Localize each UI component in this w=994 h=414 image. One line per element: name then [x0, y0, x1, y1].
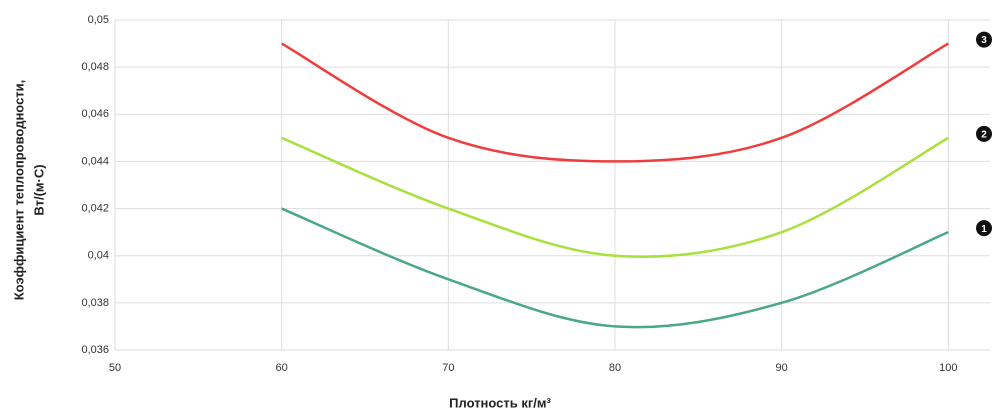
y-tick-label: 0,036 — [81, 344, 109, 356]
legend-label: 1 — [981, 224, 987, 235]
legend-marker — [976, 31, 992, 48]
x-tick-label: 80 — [609, 362, 621, 374]
y-axis-title: Вт/(м·С) — [31, 164, 46, 215]
y-tick-label: 0,038 — [81, 297, 109, 309]
y-tick-label: 0,042 — [81, 202, 109, 214]
legend-marker — [976, 125, 992, 142]
y-tick-label: 0,04 — [88, 250, 109, 262]
y-tick-label: 0,05 — [88, 14, 109, 26]
y-axis-title: Коэффициент теплопроводности, — [11, 80, 26, 301]
legend-marker — [976, 220, 992, 237]
series-line — [281, 207, 949, 329]
x-tick-label: 50 — [109, 362, 121, 374]
y-tick-label: 0,048 — [81, 61, 109, 73]
series-line — [281, 136, 949, 258]
series-line — [281, 42, 949, 163]
y-tick-label: 0,044 — [81, 155, 109, 167]
x-tick-label: 90 — [776, 362, 788, 374]
x-tick-label: 70 — [442, 362, 454, 374]
y-tick-label: 0,046 — [81, 108, 109, 120]
x-tick-label: 60 — [276, 362, 288, 374]
legend-label: 3 — [981, 35, 987, 46]
legend-label: 2 — [981, 129, 987, 140]
x-tick-label: 100 — [939, 362, 957, 374]
x-axis-title: Плотность кг/м³ — [449, 395, 551, 410]
